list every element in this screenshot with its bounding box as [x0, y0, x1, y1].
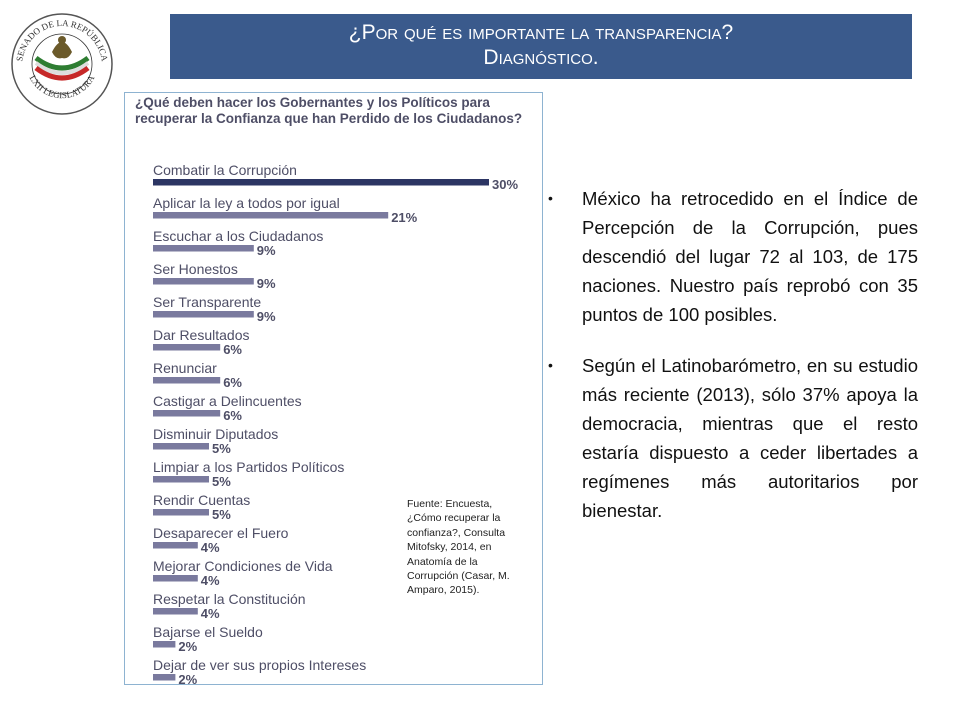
category-label-disminuir-diputados: Disminuir Diputados	[153, 426, 278, 442]
value-label-rendir-cuentas: 5%	[212, 507, 231, 522]
bullet-item-latinobarometro: • Según el Latinobarómetro, en su estudi…	[548, 351, 918, 525]
category-label-escuchar-a-los-ciudadanos: Escuchar a los Ciudadanos	[153, 228, 323, 244]
value-label-bajarse-el-sueldo: 2%	[178, 639, 197, 654]
bar-chart-svg: Combatir la Corrupción 30% Aplicar la ley …	[153, 162, 518, 685]
bar-renunciar	[153, 377, 221, 384]
value-label-limpiar-a-los-partidos-politicos: 5%	[212, 474, 231, 489]
bar-ser-honestos	[153, 278, 254, 285]
bullet-dot-icon: •	[548, 357, 553, 373]
bar-aplicar-la-ley-a-todos-por-igual	[153, 212, 389, 219]
category-label-ser-honestos: Ser Honestos	[153, 261, 238, 277]
category-label-limpiar-a-los-partidos-politicos: Limpiar a los Partidos Políticos	[153, 459, 344, 475]
bar-dar-resultados	[153, 344, 221, 351]
bar-combatir-la-corrupcion	[153, 179, 489, 186]
bullet-text: Según el Latinobarómetro, en su estudio …	[582, 355, 918, 521]
bar-bajarse-el-sueldo	[153, 641, 176, 648]
page-subtitle: Diagnóstico.	[483, 46, 599, 69]
bar-castigar-a-delincuentes	[153, 410, 221, 417]
bar-ser-transparente	[153, 311, 254, 318]
value-label-mejorar-condiciones-de-vida: 4%	[201, 573, 220, 588]
survey-chart: ¿Qué deben hacer los Gobernantes y los P…	[124, 92, 543, 685]
bullet-item-corruption-index: • México ha retrocedido en el Índice de …	[548, 184, 918, 329]
bar-dejar-de-ver-sus-propios-intereses	[153, 674, 176, 681]
category-label-aplicar-la-ley-a-todos-por-igual: Aplicar la ley a todos por igual	[153, 195, 340, 211]
page-title: ¿Por qué es importante la transparencia?	[348, 21, 734, 44]
bar-disminuir-diputados	[153, 443, 209, 450]
category-label-castigar-a-delincuentes: Castigar a Delincuentes	[153, 393, 302, 409]
category-label-dejar-de-ver-sus-propios-intereses: Dejar de ver sus propios Intereses	[153, 657, 366, 673]
category-label-ser-transparente: Ser Transparente	[153, 294, 261, 310]
value-label-dejar-de-ver-sus-propios-intereses: 2%	[178, 672, 197, 685]
source-note: Fuente: Encuesta, ¿Cómo recuperar la con…	[407, 498, 510, 597]
category-label-dar-resultados: Dar Resultados	[153, 327, 250, 343]
bar-desaparecer-el-fuero	[153, 542, 198, 549]
bar-limpiar-a-los-partidos-politicos	[153, 476, 209, 483]
bullet-list: • México ha retrocedido en el Índice de …	[548, 184, 918, 547]
category-label-respetar-la-constitucion: Respetar la Constitución	[153, 591, 306, 607]
category-label-combatir-la-corrupcion: Combatir la Corrupción	[153, 162, 297, 178]
category-label-mejorar-condiciones-de-vida: Mejorar Condiciones de Vida	[153, 558, 333, 574]
category-label-desaparecer-el-fuero: Desaparecer el Fuero	[153, 525, 289, 541]
value-label-desaparecer-el-fuero: 4%	[201, 540, 220, 555]
bullet-dot-icon: •	[548, 190, 553, 206]
senate-seal-logo: SENADO DE LA REPÚBLICA LXII LEGISLATURA	[8, 8, 116, 116]
category-label-bajarse-el-sueldo: Bajarse el Sueldo	[153, 624, 263, 640]
value-label-respetar-la-constitucion: 4%	[201, 606, 220, 621]
bar-mejorar-condiciones-de-vida	[153, 575, 198, 582]
bar-rendir-cuentas	[153, 509, 209, 516]
value-label-escuchar-a-los-ciudadanos: 9%	[257, 243, 276, 258]
value-label-ser-transparente: 9%	[257, 309, 276, 324]
bar-escuchar-a-los-ciudadanos	[153, 245, 254, 252]
value-label-ser-honestos: 9%	[257, 276, 276, 291]
chart-title: ¿Qué deben hacer los Gobernantes y los P…	[135, 95, 523, 126]
value-label-disminuir-diputados: 5%	[212, 441, 231, 456]
bar-respetar-la-constitucion	[153, 608, 198, 615]
value-label-aplicar-la-ley-a-todos-por-igual: 21%	[391, 210, 417, 225]
value-label-renunciar: 6%	[223, 375, 242, 390]
category-label-renunciar: Renunciar	[153, 360, 217, 376]
value-label-castigar-a-delincuentes: 6%	[223, 408, 242, 423]
value-label-combatir-la-corrupcion: 30%	[492, 177, 518, 192]
category-label-rendir-cuentas: Rendir Cuentas	[153, 492, 250, 508]
title-banner: ¿Por qué es importante la transparencia?…	[170, 14, 912, 79]
bullet-text: México ha retrocedido en el Índice de Pe…	[582, 188, 918, 325]
value-label-dar-resultados: 6%	[223, 342, 242, 357]
